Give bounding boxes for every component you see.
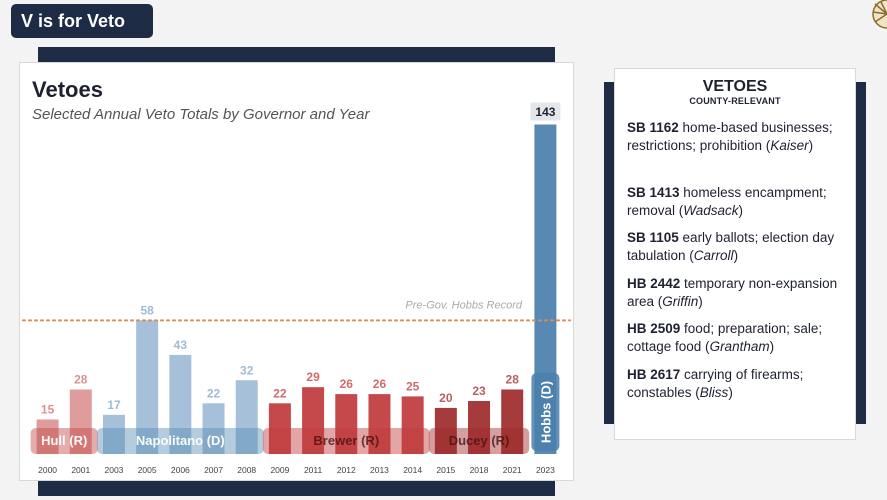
bar-2009 (268, 403, 291, 454)
value-label-2018: 23 (472, 384, 486, 398)
tick-label-2000: 2000 (38, 465, 57, 475)
tick-label-2021: 2021 (503, 465, 522, 475)
bill-description: carrying of firearms; constables ( (627, 367, 804, 400)
bar-2014 (401, 396, 424, 454)
tick-label-2014: 2014 (403, 465, 422, 475)
bar-2001 (69, 389, 92, 454)
governor-label-ducey: Ducey (R) (449, 433, 510, 448)
navy-frame-right (856, 82, 866, 424)
tick-label-2008: 2008 (237, 465, 256, 475)
value-badge-2023 (530, 102, 561, 121)
bill-description: temporary non-expansion area ( (627, 276, 838, 309)
bar-2018 (468, 401, 491, 454)
governor-band-hobbs (531, 373, 560, 451)
tick-label-2018: 2018 (470, 465, 489, 475)
chart-card: 15 2000 28 2001 17 2003 58 2005 43 2006 22 2007 32 20… (19, 62, 574, 481)
bar-2000 (36, 419, 59, 454)
bar-2021 (501, 389, 524, 454)
value-label-2012: 26 (340, 377, 354, 391)
veto-bar-chart: 15 2000 28 2001 17 2003 58 2005 43 2006 22 2007 32 20… (22, 102, 571, 475)
bill-item: SB 1162 home-based businesses; restricti… (627, 120, 833, 153)
bill-sponsor: Carroll (693, 248, 734, 263)
tick-label-2003: 2003 (105, 465, 124, 475)
chart-subtitle: Selected Annual Veto Totals by Governor … (32, 106, 370, 123)
bar-2007 (202, 403, 225, 454)
sidebar-title: VETOES (702, 78, 768, 95)
bill-sponsor: Grantham (709, 339, 770, 354)
page-title: V is for Veto (11, 4, 153, 38)
governor-band-ducey (428, 428, 530, 454)
value-label-2003: 17 (107, 398, 121, 412)
bill-item: SB 1413 homeless encampment; removal (Wa… (627, 185, 827, 218)
governor-band-napolitano (96, 428, 264, 454)
bar-2006 (169, 354, 192, 454)
tick-label-2013: 2013 (370, 465, 389, 475)
bar-2015 (434, 407, 457, 454)
bill-id: SB 1413 (627, 185, 680, 200)
governor-band-hull (30, 428, 98, 454)
navy-frame-bottom (38, 481, 555, 496)
bill-description: home-based businesses; restrictions; pro… (627, 120, 833, 153)
vetoes-sidebar: VETOES COUNTY-RELEVANT SB 1162 home-base… (614, 68, 856, 440)
bill-id: HB 2442 (627, 276, 681, 291)
bill-id: SB 1105 (627, 230, 679, 245)
value-label-2005: 58 (140, 303, 154, 317)
value-label-2015: 20 (439, 391, 453, 405)
value-label-2008: 32 (240, 363, 254, 377)
tick-label-2009: 2009 (270, 465, 289, 475)
governor-band-brewer (262, 428, 430, 454)
tick-label-2023: 2023 (536, 465, 555, 475)
governor-label-hobbs: Hobbs (D) (538, 381, 553, 443)
tick-label-2006: 2006 (171, 465, 190, 475)
bill-item: HB 2617 carrying of firearms; constables… (627, 367, 804, 400)
tick-label-2005: 2005 (138, 465, 157, 475)
tick-label-2007: 2007 (204, 465, 223, 475)
bill-description: homeless encampment; removal ( (627, 185, 827, 218)
bill-id: HB 2617 (627, 367, 681, 382)
bill-item: HB 2442 temporary non-expansion area (Gr… (627, 276, 838, 309)
bill-sponsor: Griffin (662, 294, 699, 309)
bill-item: SB 1105 early ballots; election day tabu… (627, 230, 835, 263)
bar-2003 (102, 414, 125, 454)
bar-2008 (235, 380, 258, 454)
tick-label-2001: 2001 (71, 465, 90, 475)
value-label-2023: 143 (535, 105, 555, 119)
bill-sponsor: Wadsack (683, 203, 739, 218)
bill-description: food; preparation; sale; cottage food ( (627, 321, 823, 354)
bill-sponsor: Kaiser (770, 138, 809, 153)
reference-line-label: Pre-Gov. Hobbs Record (405, 299, 522, 311)
chart-title: Vetoes (32, 77, 103, 102)
governor-label-napolitano: Napolitano (D) (136, 433, 225, 448)
state-seal-icon (872, 0, 887, 29)
bar-2005 (136, 320, 159, 454)
navy-frame-top (38, 47, 555, 62)
tick-label-2015: 2015 (436, 465, 455, 475)
value-label-2007: 22 (207, 386, 221, 400)
bill-sponsor: Bliss (699, 385, 729, 400)
bar-2013 (368, 394, 391, 454)
value-label-2011: 29 (306, 370, 320, 384)
bar-2023 (534, 124, 557, 455)
value-label-2009: 22 (273, 386, 287, 400)
navy-frame-left (604, 82, 614, 424)
sidebar-subtitle: COUNTY-RELEVANT (689, 96, 781, 106)
value-label-2006: 43 (174, 338, 188, 352)
tick-label-2011: 2011 (304, 465, 323, 475)
bill-id: SB 1162 (627, 120, 679, 135)
bill-description: early ballots; election day tabulation ( (627, 230, 835, 263)
value-label-2014: 25 (406, 379, 420, 393)
bar-2011 (302, 387, 325, 454)
value-label-2013: 26 (373, 377, 387, 391)
tick-label-2012: 2012 (337, 465, 356, 475)
bill-item: HB 2509 food; preparation; sale; cottage… (627, 321, 823, 354)
value-label-2001: 28 (74, 372, 88, 386)
governor-label-brewer: Brewer (R) (313, 433, 379, 448)
bar-2012 (335, 394, 358, 454)
bill-id: HB 2509 (627, 321, 681, 336)
value-label-2000: 15 (41, 402, 55, 416)
governor-label-hull: Hull (R) (41, 433, 87, 448)
value-label-2021: 28 (506, 372, 520, 386)
